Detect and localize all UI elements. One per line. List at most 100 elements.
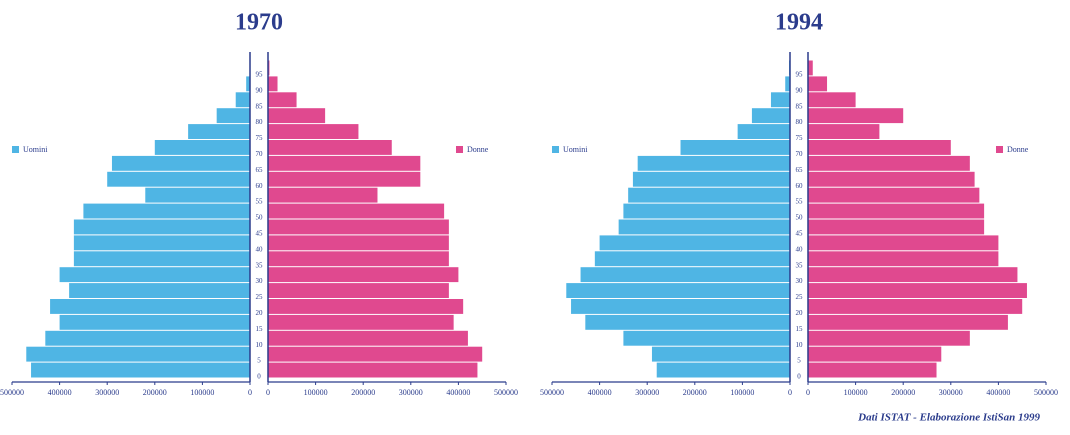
- bar-male: [74, 235, 250, 250]
- bar-male: [628, 188, 790, 203]
- age-label: 15: [256, 325, 264, 333]
- bar-male: [752, 108, 790, 123]
- age-label: 70: [796, 150, 804, 158]
- bar-female: [808, 204, 984, 219]
- bar-male: [145, 188, 250, 203]
- bar-male: [60, 315, 250, 330]
- x-tick-label: 400000: [446, 388, 470, 397]
- age-label: 20: [256, 309, 264, 317]
- bar-male: [633, 172, 790, 187]
- age-label: 50: [796, 214, 804, 222]
- x-tick-label: 100000: [730, 388, 754, 397]
- age-label: 45: [256, 230, 264, 238]
- age-label: 55: [256, 198, 264, 206]
- bar-female: [268, 172, 420, 187]
- age-label: 45: [796, 230, 804, 238]
- x-tick-label: 500000: [540, 388, 564, 397]
- age-label: 25: [796, 293, 804, 301]
- legend-label: Donne: [1007, 145, 1029, 154]
- age-label: 10: [796, 341, 804, 349]
- age-label: 85: [796, 102, 804, 110]
- age-label: 25: [256, 293, 264, 301]
- bar-female: [808, 92, 856, 107]
- x-tick-label: 0: [266, 388, 270, 397]
- bar-female: [268, 267, 458, 282]
- x-tick-label: 0: [788, 388, 792, 397]
- x-tick-label: 0: [806, 388, 810, 397]
- bar-male: [619, 220, 790, 235]
- bar-female: [268, 156, 420, 171]
- x-tick-label: 500000: [494, 388, 518, 397]
- x-tick-label: 200000: [143, 388, 167, 397]
- bar-male: [74, 251, 250, 266]
- age-label: 40: [796, 245, 804, 253]
- bar-female: [808, 220, 984, 235]
- age-label: 35: [256, 261, 264, 269]
- bar-female: [808, 172, 975, 187]
- chart-title: 1994: [775, 10, 823, 36]
- bar-male: [571, 299, 790, 314]
- age-label: 35: [796, 261, 804, 269]
- bar-female: [808, 108, 903, 123]
- bar-male: [69, 283, 250, 298]
- bar-male: [681, 140, 790, 155]
- age-label: 5: [257, 357, 261, 365]
- age-label: 30: [256, 277, 264, 285]
- x-tick-label: 100000: [190, 388, 214, 397]
- bar-female: [268, 299, 463, 314]
- bar-male: [600, 235, 790, 250]
- bar-male: [45, 331, 250, 346]
- bar-female: [268, 235, 449, 250]
- bar-male: [595, 251, 790, 266]
- x-tick-label: 300000: [95, 388, 119, 397]
- age-label: 0: [257, 373, 261, 381]
- bar-female: [268, 363, 477, 378]
- age-label: 75: [796, 134, 804, 142]
- age-label: 10: [256, 341, 264, 349]
- legend-label: Uomini: [563, 145, 588, 154]
- bar-male: [107, 172, 250, 187]
- bar-female: [808, 267, 1017, 282]
- chart-title: 1970: [235, 10, 283, 36]
- x-tick-label: 400000: [588, 388, 612, 397]
- x-tick-label: 500000: [0, 388, 24, 397]
- bar-male: [50, 299, 250, 314]
- legend-swatch: [12, 146, 19, 153]
- bar-female: [268, 108, 325, 123]
- bar-female: [268, 315, 454, 330]
- bar-female: [268, 220, 449, 235]
- bar-female: [808, 76, 827, 91]
- bar-male: [581, 267, 790, 282]
- age-label: 85: [256, 102, 264, 110]
- bar-male: [652, 347, 790, 362]
- bar-male: [188, 124, 250, 139]
- bar-male: [83, 204, 250, 219]
- age-label: 0: [797, 373, 801, 381]
- x-tick-label: 500000: [1034, 388, 1058, 397]
- bar-female: [808, 188, 979, 203]
- bar-male: [60, 267, 250, 282]
- legend-swatch: [552, 146, 559, 153]
- age-label: 90: [256, 86, 264, 94]
- bar-male: [31, 363, 250, 378]
- x-tick-label: 100000: [304, 388, 328, 397]
- x-tick-label: 400000: [48, 388, 72, 397]
- age-label: 40: [256, 245, 264, 253]
- bar-female: [808, 251, 998, 266]
- age-label: 20: [796, 309, 804, 317]
- age-label: 95: [796, 71, 804, 79]
- bar-female: [268, 140, 392, 155]
- bar-male: [236, 92, 250, 107]
- legend-swatch: [996, 146, 1003, 153]
- bar-female: [268, 76, 278, 91]
- bar-female: [808, 235, 998, 250]
- age-label: 30: [796, 277, 804, 285]
- x-tick-label: 0: [248, 388, 252, 397]
- bar-female: [268, 347, 482, 362]
- x-tick-label: 100000: [844, 388, 868, 397]
- age-label: 95: [256, 71, 264, 79]
- legend-swatch: [456, 146, 463, 153]
- age-label: 55: [796, 198, 804, 206]
- age-label: 80: [796, 118, 804, 126]
- bar-female: [808, 331, 970, 346]
